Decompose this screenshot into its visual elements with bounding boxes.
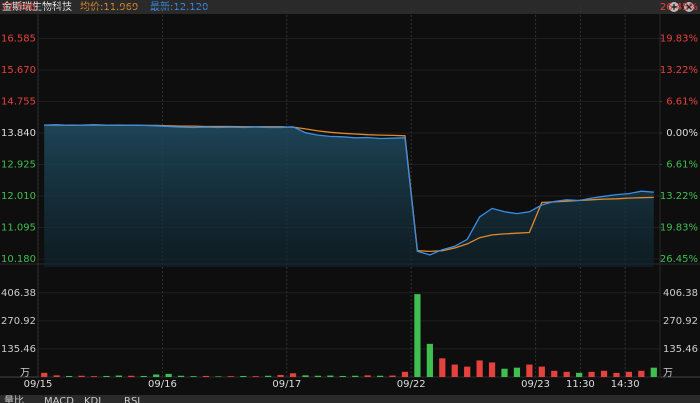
volume-bar	[451, 364, 458, 377]
y2-tick-label: 26.45%	[660, 2, 698, 13]
volume-bar	[177, 375, 185, 377]
x-tick-label: 14:30	[611, 379, 640, 390]
x-tick-label: 09/22	[397, 379, 426, 390]
volume-bar	[190, 376, 197, 377]
volume-bar	[289, 373, 297, 377]
y2-tick-label: 6.61%	[666, 97, 698, 108]
volume-bar	[314, 375, 322, 377]
volume-unit-right: 万	[663, 368, 673, 379]
x-tick-label: 11:30	[566, 379, 595, 390]
volume-tick-label-right: 270.92	[663, 316, 698, 327]
volume-bar	[551, 370, 558, 377]
volume-bar	[576, 372, 583, 377]
y-tick-label: 15.670	[1, 65, 36, 76]
volume-bar	[53, 375, 60, 377]
y-tick-label: 17.500	[1, 2, 36, 13]
volume-bar	[277, 374, 284, 377]
volume-bar	[78, 375, 85, 377]
x-tick-label: 09/16	[148, 379, 177, 390]
indicator-tab: MACD	[44, 396, 74, 403]
volume-bar	[90, 376, 98, 377]
volume-bar	[364, 375, 371, 377]
volume-bar	[588, 371, 595, 377]
y-tick-label: 12.010	[1, 191, 36, 202]
volume-bar	[41, 372, 48, 377]
volume-bar	[513, 367, 521, 377]
volume-tick-label-right: 135.46	[663, 344, 698, 355]
volume-bar	[389, 375, 396, 377]
volume-bar	[240, 375, 247, 377]
y2-tick-label: 6.61%	[666, 159, 698, 170]
volume-bar	[401, 371, 409, 377]
indicator-tab: RSI	[124, 396, 140, 403]
x-tick-label: 09/15	[24, 379, 53, 390]
volume-bar	[215, 376, 222, 377]
volume-bar	[140, 375, 147, 377]
y-tick-label: 13.840	[1, 128, 36, 139]
volume-bar	[202, 375, 210, 377]
y2-tick-label: 13.22%	[660, 65, 698, 76]
volume-bar	[327, 375, 334, 377]
volume-bar	[414, 294, 421, 377]
volume-bar	[65, 375, 73, 377]
volume-bar	[476, 360, 483, 377]
volume-tick-label: 406.38	[1, 288, 36, 299]
volume-bar	[638, 370, 645, 377]
volume-bar	[526, 364, 533, 377]
volume-bar	[165, 373, 172, 377]
volume-bar	[252, 376, 259, 377]
x-tick-label: 09/23	[521, 379, 550, 390]
volume-bar	[501, 368, 508, 377]
volume-bar	[103, 375, 110, 377]
volume-bar	[488, 362, 496, 377]
volume-bar	[265, 375, 272, 377]
volume-bar	[625, 371, 633, 377]
volume-bar	[650, 367, 657, 377]
y2-tick-label: 13.22%	[660, 191, 698, 202]
volume-bar	[426, 343, 433, 377]
volume-bar	[153, 374, 160, 377]
volume-bar	[613, 372, 620, 377]
y2-tick-label: 19.83%	[660, 34, 698, 45]
volume-bar	[563, 371, 570, 377]
volume-bar	[600, 370, 608, 377]
close-icon	[686, 4, 692, 10]
volume-bar	[115, 375, 122, 377]
y2-tick-label: 0.00%	[666, 128, 698, 139]
y-tick-label: 10.180	[1, 254, 36, 265]
y2-tick-label: 26.45%	[660, 254, 698, 265]
indicator-tab: 量比	[4, 395, 24, 403]
volume-bar	[302, 375, 309, 377]
tab-bar	[0, 395, 700, 403]
volume-bar	[376, 375, 384, 377]
y-tick-label: 12.925	[1, 160, 36, 171]
volume-unit: 万	[20, 368, 30, 379]
volume-tick-label: 270.92	[1, 316, 36, 327]
x-tick-label: 09/17	[272, 379, 301, 390]
y-tick-label: 16.585	[1, 34, 36, 45]
price-area	[44, 124, 654, 267]
indicator-tab: KDJ	[84, 396, 101, 403]
zoom-icon	[671, 4, 677, 10]
chart-title: 金斯瑞生物科技	[2, 0, 72, 13]
volume-tick-label-right: 406.38	[663, 288, 698, 299]
volume-bar	[339, 375, 346, 377]
y-tick-label: 14.755	[1, 97, 36, 108]
volume-bar	[227, 376, 234, 377]
volume-bar	[352, 375, 359, 377]
volume-bar	[464, 366, 471, 377]
series-line	[44, 124, 654, 256]
volume-bar	[128, 375, 135, 377]
volume-bar	[439, 358, 446, 377]
volume-tick-label: 135.46	[1, 344, 36, 355]
y2-tick-label: 19.83%	[660, 222, 698, 233]
volume-bar	[538, 366, 545, 377]
y-tick-label: 11.095	[1, 223, 36, 234]
